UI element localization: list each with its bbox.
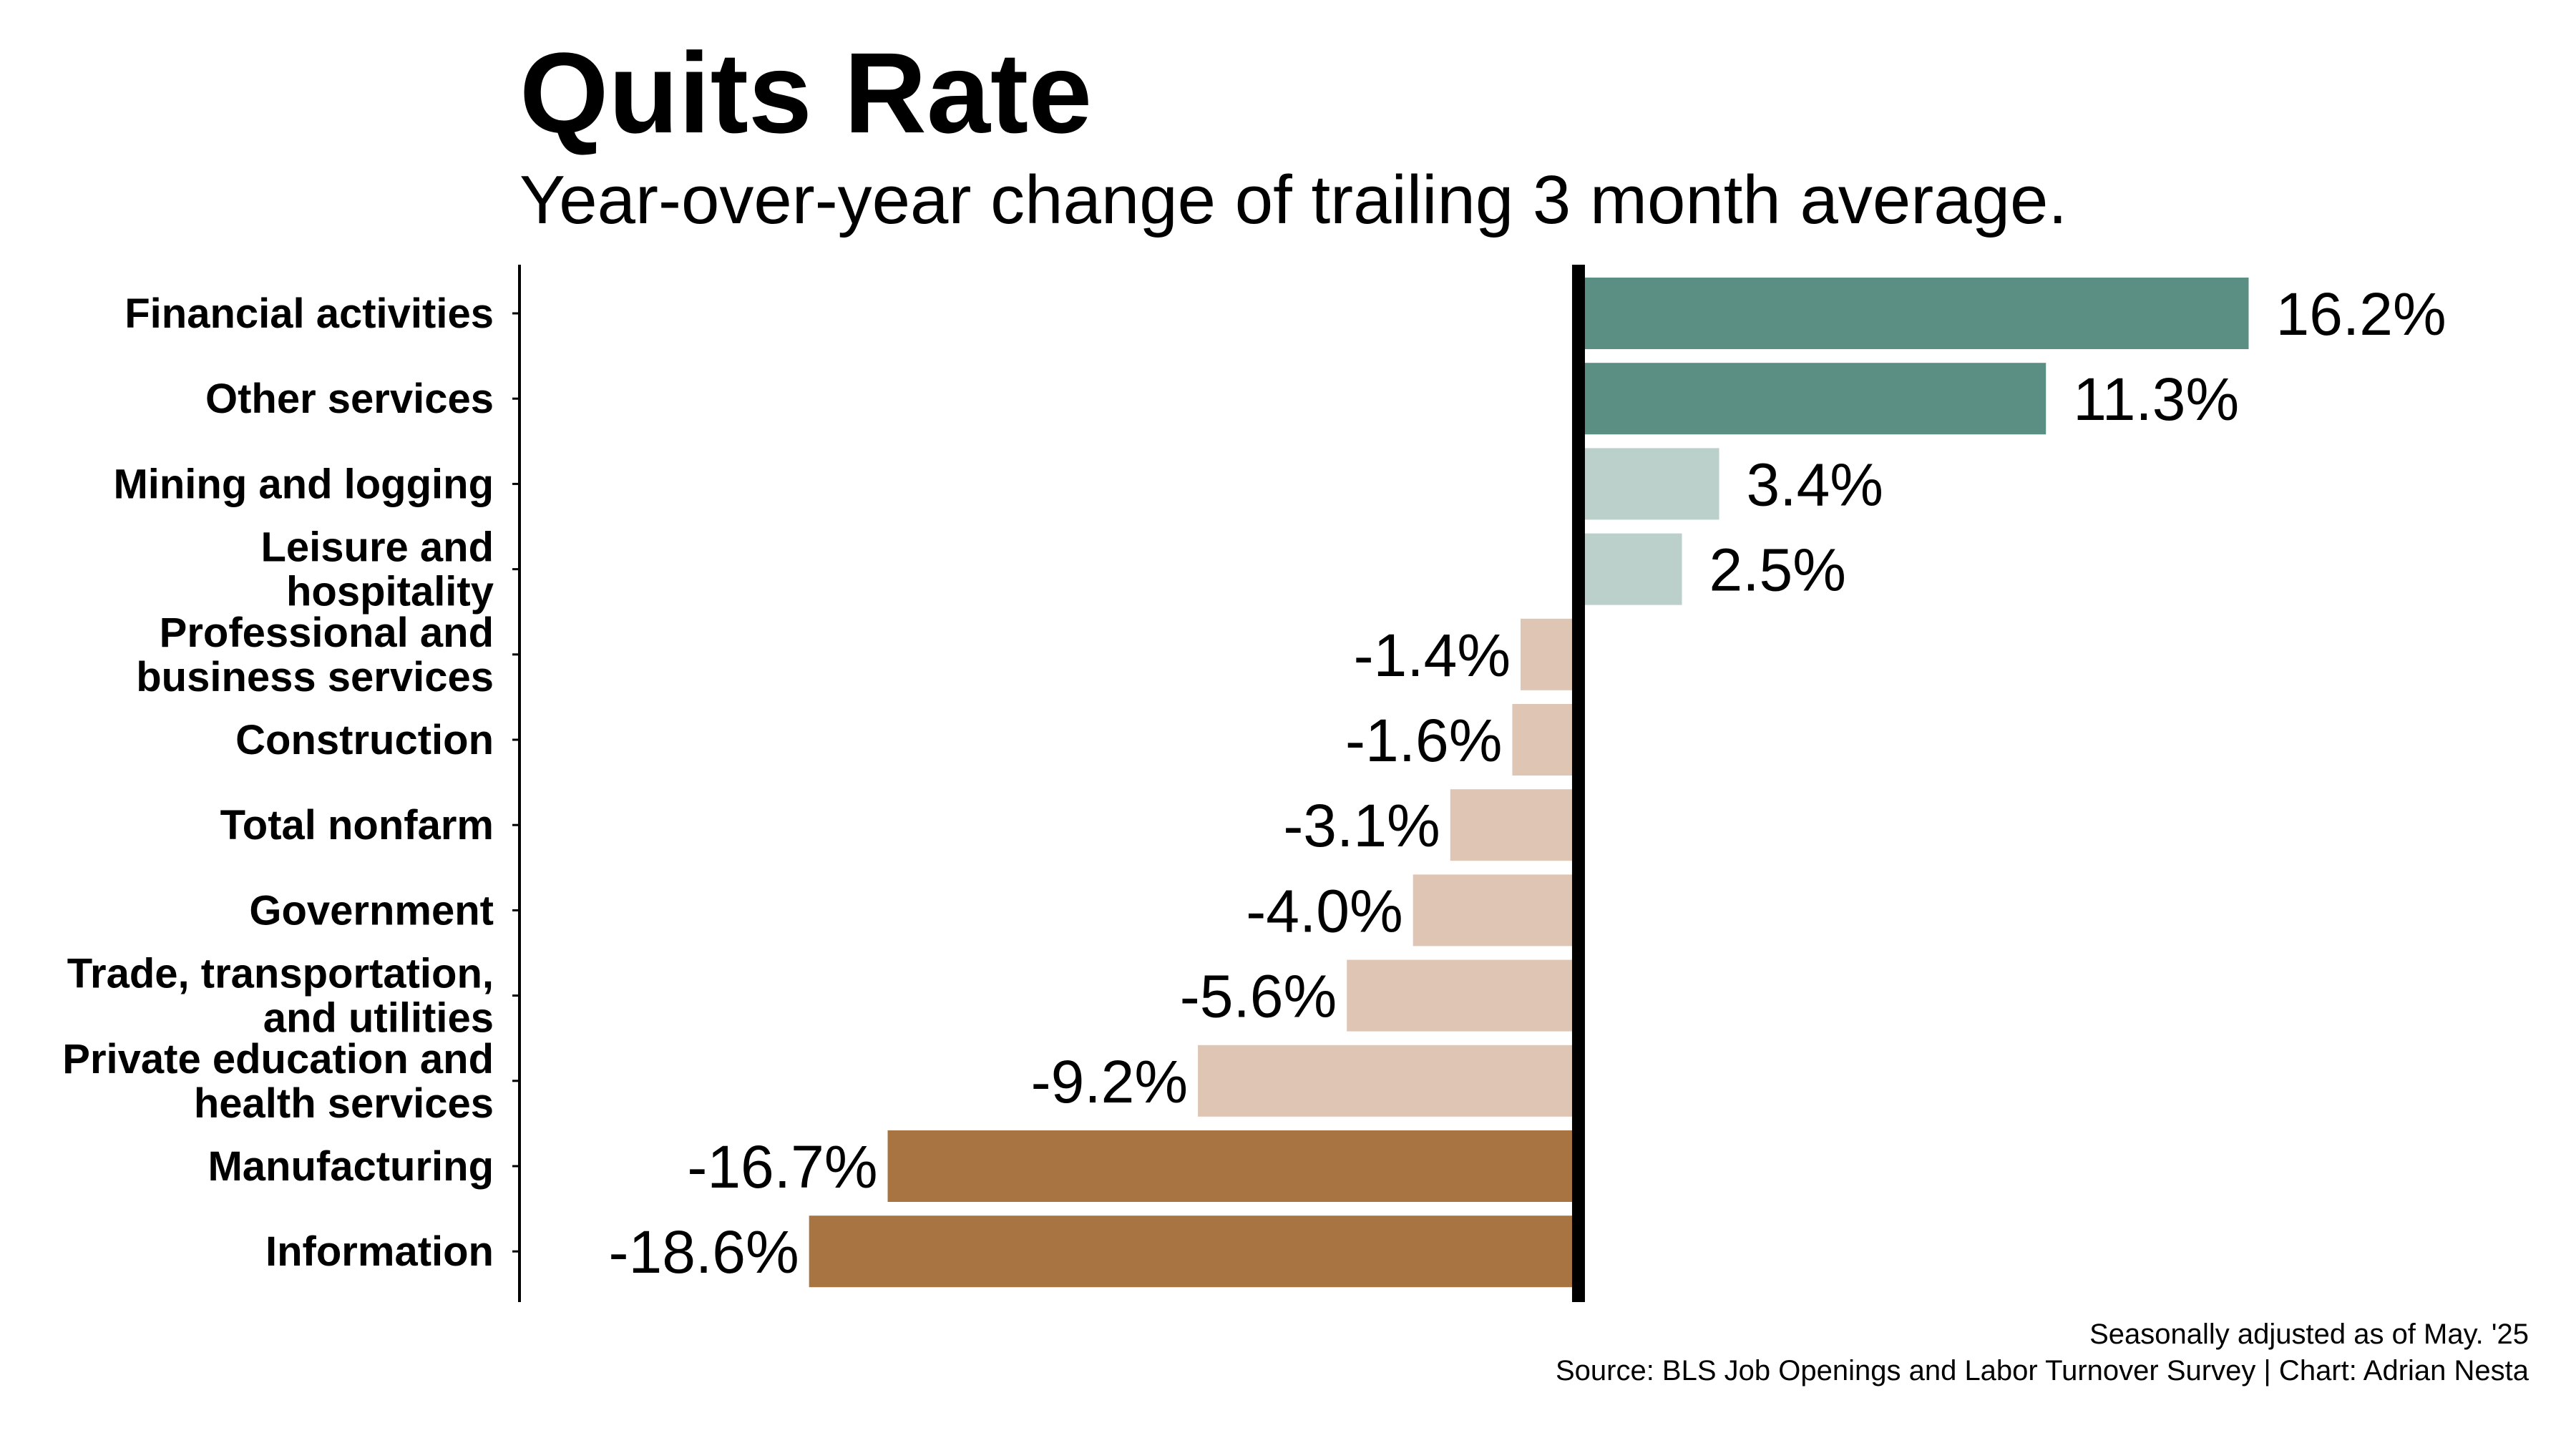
chart-subtitle: Year-over-year change of trailing 3 mont… — [519, 162, 2068, 238]
category-label: Manufacturing — [208, 1143, 494, 1190]
data-label: 2.5% — [1709, 537, 1845, 604]
chart-title: Quits Rate — [519, 29, 1093, 157]
bar — [1578, 448, 1719, 520]
data-label: 11.3% — [2073, 366, 2239, 433]
data-label: -1.6% — [1345, 707, 1502, 774]
bar — [1198, 1045, 1579, 1117]
data-labels: 16.2% 11.3% 3.4% 2.5% -1.4% -1.6% -3.1% -4.0% -5… — [609, 280, 2446, 1286]
data-label: -5.6% — [1180, 963, 1337, 1030]
category-label: Leisure and hospitality — [260, 524, 494, 615]
data-label: -3.1% — [1283, 792, 1440, 859]
data-label: 3.4% — [1747, 451, 1883, 518]
bar — [809, 1216, 1579, 1288]
bar — [1521, 618, 1579, 690]
bar — [1578, 363, 2046, 435]
bar — [1512, 704, 1579, 776]
bars — [809, 278, 2249, 1288]
data-label: -9.2% — [1031, 1048, 1188, 1115]
category-label: Private education and health services — [62, 1036, 494, 1127]
bar — [1347, 959, 1579, 1032]
category-label: Construction — [235, 717, 494, 763]
bar — [1450, 789, 1579, 861]
bar — [1578, 278, 2249, 349]
category-label: Professional and business services — [136, 610, 494, 700]
data-label: -1.4% — [1354, 622, 1511, 689]
bar — [1578, 533, 1682, 605]
category-label: Trade, transportation, and utilities — [67, 951, 494, 1042]
bar — [887, 1130, 1579, 1202]
data-label: -4.0% — [1246, 877, 1402, 944]
category-label: Financial activities — [125, 290, 494, 337]
data-label: -18.6% — [609, 1218, 799, 1286]
caption-seasonal-note: Seasonally adjusted as of May. '25 — [2089, 1319, 2529, 1350]
category-label: Total nonfarm — [220, 802, 494, 848]
category-label: Other services — [205, 376, 494, 422]
category-label: Information — [265, 1228, 494, 1275]
data-label: -16.7% — [687, 1133, 877, 1200]
category-label: Government — [249, 887, 494, 934]
caption-source: Source: BLS Job Openings and Labor Turno… — [1555, 1355, 2529, 1386]
bar — [1413, 874, 1579, 947]
category-label: Mining and logging — [113, 461, 494, 507]
category-labels: Financial activities Other services Mining… — [62, 290, 519, 1275]
caption: Seasonally adjusted as of May. '25 Sourc… — [1556, 1316, 2529, 1389]
data-label: 16.2% — [2276, 280, 2446, 348]
